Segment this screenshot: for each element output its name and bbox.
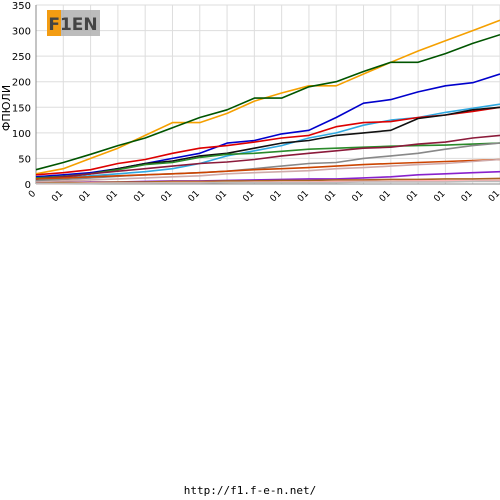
y-tick-label: 150	[12, 103, 31, 114]
x-tick-label: 01	[241, 189, 256, 204]
x-tick-label: 01	[159, 189, 174, 204]
series-line-13	[35, 177, 500, 184]
series-line-2	[35, 33, 500, 171]
x-tick-label: 01	[296, 189, 311, 204]
x-tick-label: 01	[405, 189, 420, 204]
x-axis-ticks: 0 01 01 01 01 01 01 01 01 01 01 01 01 01 01 01 01 01	[27, 189, 500, 204]
y-tick-label: 100	[12, 129, 31, 140]
series-line-11	[35, 158, 500, 183]
x-tick-label: 01	[50, 189, 65, 204]
y-tick-label: 300	[12, 27, 31, 38]
x-tick-label: 01	[432, 189, 447, 204]
y-axis-ticks: 0 50 100 150 200 250 300 350	[12, 1, 31, 191]
plot-area-frame	[35, 5, 500, 185]
x-tick-label: 01	[132, 189, 147, 204]
series-lines	[35, 19, 500, 185]
x-tick-label: 01	[78, 189, 93, 204]
x-tick-label: 01	[487, 189, 500, 204]
x-tick-label: 01	[378, 189, 393, 204]
y-tick-label: 250	[12, 52, 31, 63]
x-tick-label: 01	[187, 189, 202, 204]
y-tick-label: 50	[18, 154, 31, 165]
x-tick-label: 01	[460, 189, 475, 204]
x-tick-label: 01	[214, 189, 229, 204]
series-line-5	[35, 106, 500, 176]
series-line-8	[35, 134, 500, 180]
x-tick-label: 01	[323, 189, 338, 204]
y-tick-label: 350	[12, 1, 31, 12]
x-tick-label: 01	[105, 189, 120, 204]
y-tick-label: 0	[25, 180, 31, 191]
series-line-10	[35, 158, 500, 180]
grid	[35, 4, 500, 185]
x-tick-label: 01	[269, 189, 284, 204]
series-line-7	[35, 142, 500, 179]
logo-text: F1EN	[48, 15, 97, 35]
f1en-logo: F1EN	[47, 10, 100, 36]
x-tick-label: 01	[350, 189, 365, 204]
series-line-1	[35, 19, 500, 175]
y-tick-label: 200	[12, 78, 31, 89]
series-line-15	[36, 180, 500, 185]
y-axis-label: ФПЮЛИ	[0, 85, 13, 131]
series-line-6	[35, 106, 500, 180]
source-url-footer[interactable]: http://f1.f-e-n.net/	[183, 484, 317, 497]
x-tick-label: 0	[27, 189, 38, 200]
